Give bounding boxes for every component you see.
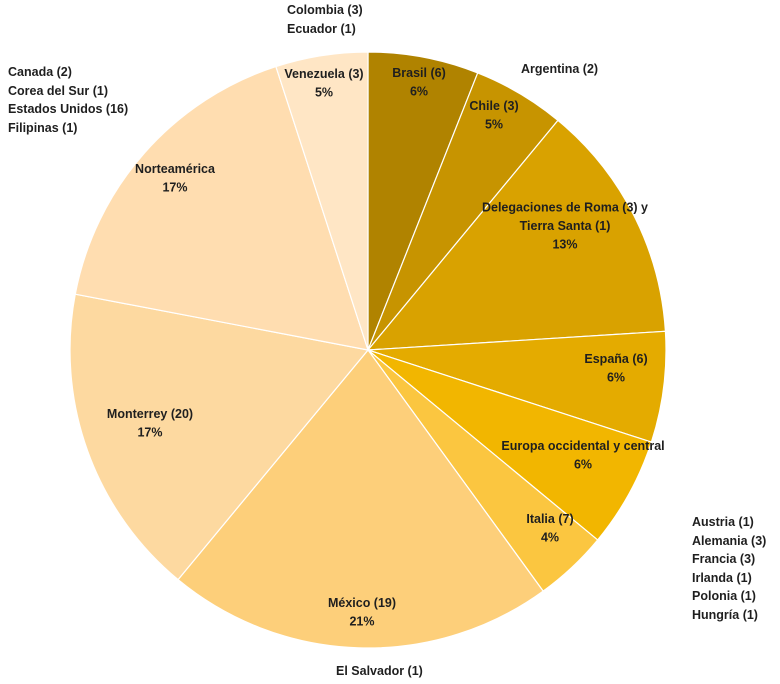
slice-name-label: Chile (3) xyxy=(469,99,518,113)
slice-label: Monterrey (20) 17% xyxy=(107,407,193,440)
slice-name-label: México (19) xyxy=(328,596,396,610)
slice-percent-label: 5% xyxy=(315,85,333,99)
slice-labels: Brasil (6) 6% Chile (3) 5% Delegaciones de R… xyxy=(107,66,665,629)
slice-percent-label: 17% xyxy=(137,425,162,439)
slice-name-label: Tierra Santa (1) xyxy=(520,219,611,233)
annotation-hungria: Hungría (1) xyxy=(692,607,758,622)
annotation-top: Colombia (3) Ecuador (1) xyxy=(287,1,363,38)
annotation-austria: Austria (1) xyxy=(692,515,754,529)
pie-slice xyxy=(275,51,369,351)
slice-name-label: Norteamérica xyxy=(135,162,216,176)
slice-label: Italia (7) 4% xyxy=(526,512,573,545)
slice-name-label: España (6) xyxy=(584,352,647,366)
pie-slices xyxy=(69,51,667,649)
annotation-argentina: Argentina (2) xyxy=(521,60,598,79)
slice-name-label: Monterrey (20) xyxy=(107,407,193,421)
slice-label: Delegaciones de Roma (3) y Tierra Santa (… xyxy=(482,201,648,252)
slice-label: México (19) 21% xyxy=(328,596,396,629)
annotation-argentina-text: Argentina (2) xyxy=(521,62,599,76)
annotation-corea: Corea del Sur (1) xyxy=(8,83,109,98)
slice-percent-label: 5% xyxy=(485,117,503,131)
slice-label: Europa occidental y central 6% xyxy=(501,439,664,472)
slice-percent-label: 6% xyxy=(607,370,625,384)
annotation-polonia: Polonia (1) xyxy=(692,589,756,603)
slice-name-label: Delegaciones de Roma (3) y xyxy=(482,201,648,215)
annotation-ecuador: Ecuador (1) xyxy=(287,21,356,36)
annotation-filipinas: Filipinas (1) xyxy=(8,120,78,135)
annotation-francia: Francia (3) xyxy=(692,552,756,566)
pie-slice xyxy=(177,349,544,649)
annotation-estados-unidos: Estados Unidos (16) xyxy=(8,102,129,116)
slice-label: Norteamérica 17% xyxy=(135,162,216,195)
slice-label: Brasil (6) 6% xyxy=(392,66,446,99)
slice-percent-label: 6% xyxy=(410,84,428,98)
slice-name-label: Italia (7) xyxy=(526,512,573,526)
slice-percent-label: 21% xyxy=(349,614,374,628)
slice-name-label: Brasil (6) xyxy=(392,66,446,80)
slice-label: España (6) 6% xyxy=(584,352,647,385)
slice-percent-label: 17% xyxy=(162,180,187,194)
slice-percent-label: 6% xyxy=(574,457,592,471)
slice-label: Chile (3) 5% xyxy=(469,99,518,132)
slice-percent-label: 13% xyxy=(552,238,577,252)
pie-slice xyxy=(366,119,667,351)
annotation-north-america: Canada (2) Corea del Sur (1) Estados Uni… xyxy=(8,63,128,137)
annotation-alemania: Alemania (3) xyxy=(692,533,767,548)
annotation-europe: Austria (1) Alemania (3) Francia (3) Irl… xyxy=(692,513,766,624)
annotation-el-salvador: El Salvador (1) xyxy=(336,662,423,681)
pie-slice xyxy=(69,293,370,581)
pie-slice xyxy=(74,65,369,351)
annotation-colombia: Colombia (3) xyxy=(287,3,363,17)
slice-label: Venezuela (3) 5% xyxy=(284,67,363,100)
slice-name-label: Venezuela (3) xyxy=(284,67,363,81)
slice-percent-label: 4% xyxy=(541,530,559,544)
annotation-el-salvador-text: El Salvador (1) xyxy=(336,664,423,678)
annotation-irlanda: Irlanda (1) xyxy=(692,570,752,585)
slice-name-label: Europa occidental y central xyxy=(501,439,664,453)
annotation-canada: Canada (2) xyxy=(8,65,72,79)
